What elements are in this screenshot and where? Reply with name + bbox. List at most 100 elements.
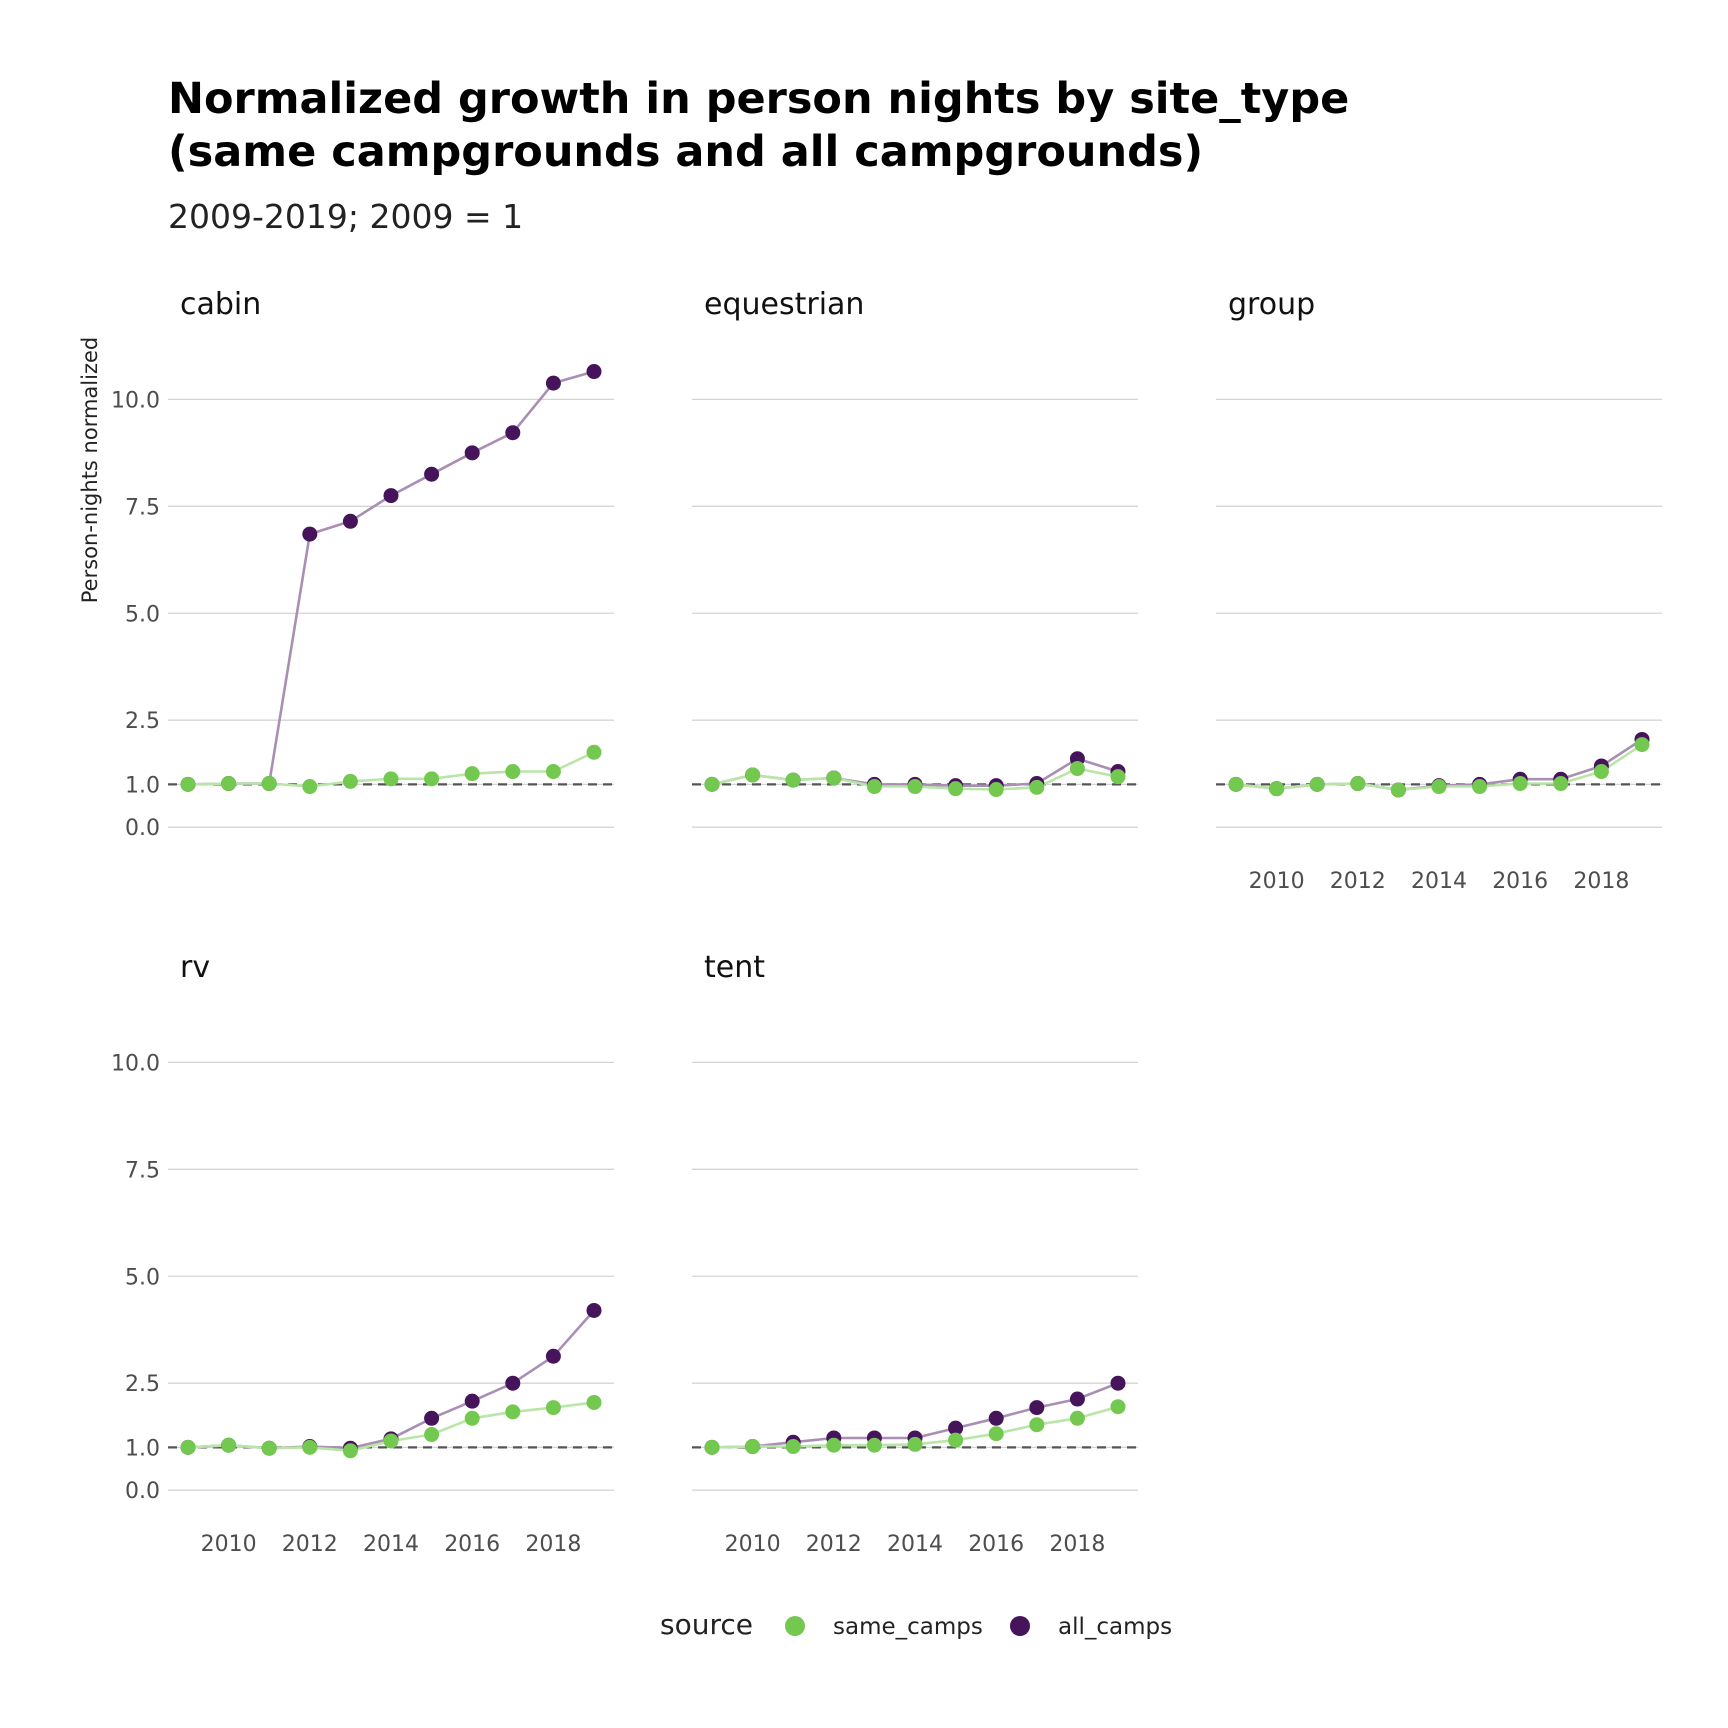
point-same_camps	[826, 1437, 842, 1453]
point-same_camps	[302, 779, 318, 795]
point-all_camps	[424, 1410, 440, 1426]
x-tick-label: 2014	[887, 1532, 943, 1557]
point-same_camps	[545, 1400, 561, 1416]
point-same_camps	[948, 781, 964, 797]
point-same_camps	[785, 772, 801, 788]
point-same_camps	[866, 779, 882, 795]
point-same_camps	[221, 1437, 237, 1453]
point-all_camps	[383, 488, 399, 504]
facet-rv: rv 0.0 1.0 2.5 5.0 7.5 10.0 2010 2012 2014 2016 201…	[111, 950, 614, 1557]
point-same_camps	[180, 776, 196, 792]
x-tick-label: 2010	[1249, 869, 1305, 894]
point-same_camps	[302, 1439, 318, 1455]
point-same_camps	[586, 1394, 602, 1410]
y-tick-label: 5.0	[125, 602, 160, 627]
facet-title-group: group	[1228, 287, 1315, 322]
y-tick-label: 5.0	[125, 1265, 160, 1290]
y-tick-label: 0.0	[125, 816, 160, 841]
point-same_camps	[704, 776, 720, 792]
y-tick-label: 10.0	[111, 1051, 160, 1076]
x-tick-label: 2010	[201, 1532, 257, 1557]
point-all_camps	[505, 425, 521, 441]
y-tick-label: 1.0	[125, 1436, 160, 1461]
point-same_camps	[383, 1433, 399, 1449]
chart-title-line-1: Normalized growth in person nights by si…	[168, 74, 1349, 124]
legend-label-all_camps: all_camps	[1058, 1614, 1172, 1640]
facet-title-equestrian: equestrian	[704, 287, 864, 322]
point-same_camps	[180, 1439, 196, 1455]
y-tick-label: 2.5	[125, 1372, 160, 1397]
point-same_camps	[1350, 776, 1366, 792]
facet-equestrian: equestrian	[692, 287, 1138, 828]
point-same_camps	[424, 771, 440, 787]
point-same_camps	[907, 779, 923, 795]
point-all_camps	[948, 1420, 964, 1436]
legend-key-same_camps	[785, 1616, 805, 1636]
y-tick-label: 0.0	[125, 1479, 160, 1504]
point-same_camps	[1431, 779, 1447, 795]
point-same_camps	[1309, 776, 1325, 792]
chart-subtitle: 2009-2019; 2009 = 1	[168, 197, 523, 236]
x-tick-label: 2012	[806, 1532, 862, 1557]
point-same_camps	[1593, 764, 1609, 780]
point-same_camps	[261, 776, 277, 792]
point-same_camps	[948, 1432, 964, 1448]
point-same_camps	[866, 1437, 882, 1453]
point-same_camps	[1390, 782, 1406, 798]
point-all_camps	[464, 445, 480, 461]
x-tick-label: 2018	[525, 1532, 581, 1557]
x-tick-label: 2014	[363, 1532, 419, 1557]
y-tick-label: 7.5	[125, 1158, 160, 1183]
point-same_camps	[1069, 761, 1085, 777]
point-all_camps	[1029, 1400, 1045, 1416]
x-tick-label: 2016	[1492, 869, 1548, 894]
y-tick-label: 10.0	[111, 388, 160, 413]
point-all_camps	[342, 513, 358, 529]
series-line-all_camps	[187, 370, 595, 786]
point-all_camps	[1069, 1391, 1085, 1407]
x-tick-label: 2014	[1411, 869, 1467, 894]
point-all_camps	[1110, 1375, 1126, 1391]
point-same_camps	[383, 771, 399, 787]
point-same_camps	[1069, 1410, 1085, 1426]
point-all_camps	[464, 1393, 480, 1409]
point-same_camps	[1634, 737, 1650, 753]
point-same_camps	[1110, 769, 1126, 785]
point-same_camps	[586, 744, 602, 760]
point-same_camps	[1228, 776, 1244, 792]
point-same_camps	[505, 764, 521, 780]
point-same_camps	[988, 1426, 1004, 1442]
facet-title-tent: tent	[704, 950, 765, 985]
point-same_camps	[424, 1427, 440, 1443]
y-tick-label: 2.5	[125, 709, 160, 734]
point-same_camps	[464, 1410, 480, 1426]
x-tick-label: 2018	[1573, 869, 1629, 894]
point-same_camps	[1029, 779, 1045, 795]
point-all_camps	[505, 1375, 521, 1391]
point-same_camps	[1110, 1399, 1126, 1415]
legend: source same_camps all_camps	[660, 1608, 1172, 1641]
legend-title: source	[660, 1608, 753, 1641]
point-same_camps	[704, 1439, 720, 1455]
y-tick-label: 1.0	[125, 773, 160, 798]
point-all_camps	[988, 1410, 1004, 1426]
x-tick-label: 2010	[725, 1532, 781, 1557]
legend-label-same_camps: same_camps	[833, 1614, 983, 1640]
point-same_camps	[505, 1404, 521, 1420]
facet-title-rv: rv	[180, 950, 210, 985]
y-axis-label: Person-nights normalized	[78, 337, 102, 603]
point-same_camps	[745, 1439, 761, 1455]
x-tick-label: 2012	[282, 1532, 338, 1557]
point-same_camps	[745, 767, 761, 783]
point-same_camps	[342, 773, 358, 789]
point-same_camps	[342, 1443, 358, 1459]
legend-key-all_camps	[1010, 1616, 1030, 1636]
point-same_camps	[1472, 779, 1488, 795]
facet-group: group 2010 2012 2014 2016 2018	[1216, 287, 1662, 894]
facet-cabin: cabin 0.0 1.0 2.5 5.0 7.5 10.0	[111, 287, 614, 841]
point-same_camps	[826, 770, 842, 786]
point-same_camps	[221, 776, 237, 792]
point-all_camps	[586, 364, 602, 380]
